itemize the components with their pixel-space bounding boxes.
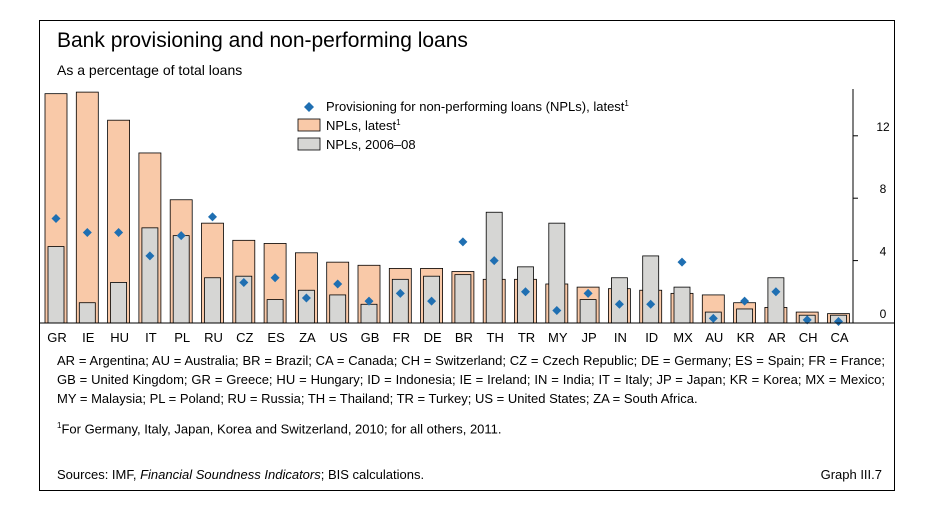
- bar-npl-2006-08: [736, 308, 753, 324]
- y-tick-label: 8: [880, 182, 887, 196]
- provisioning-marker: [176, 231, 186, 241]
- provisioning-marker: [301, 293, 311, 303]
- provisioning-marker: [395, 288, 405, 298]
- x-tick-label: ES: [267, 330, 285, 345]
- provisioning-marker: [583, 288, 593, 298]
- x-tick-label: MX: [673, 330, 693, 345]
- provisioning-marker: [614, 299, 624, 309]
- x-tick-label: GR: [47, 330, 67, 345]
- legend-npl-2006-08-label: NPLs, 2006–08: [326, 137, 416, 152]
- plot-area: [40, 89, 853, 323]
- y-tick-label: 12: [876, 120, 890, 134]
- provisioning-marker: [364, 296, 374, 306]
- footnote-mark: 1: [57, 421, 62, 430]
- provisioning-marker: [771, 287, 781, 297]
- x-tick-label: CA: [830, 330, 848, 345]
- bar-npl-2006-08: [391, 278, 409, 324]
- legend-npl-2006-08-swatch: [297, 137, 321, 151]
- legend-footnote-mark: 1: [624, 99, 629, 108]
- bar-npl-2006-08: [172, 235, 190, 324]
- provisioning-marker: [802, 315, 812, 325]
- bar-npl-2006-08: [642, 255, 660, 324]
- y-tick-label: 4: [880, 245, 887, 259]
- y-tick-label: 0: [880, 307, 887, 321]
- provisioning-marker: [333, 279, 343, 289]
- x-tick-label: IT: [145, 330, 157, 345]
- x-tick-label: BR: [455, 330, 473, 345]
- x-tick-label: ID: [645, 330, 658, 345]
- x-tick-label: PL: [174, 330, 190, 345]
- provisioning-marker: [521, 287, 530, 297]
- footnote: 1For Germany, Italy, Japan, Korea and Sw…: [57, 416, 885, 438]
- provisioning-marker: [489, 256, 499, 266]
- provisioning-marker: [458, 237, 468, 247]
- provisioning-marker: [114, 228, 124, 238]
- x-tick-label: JP: [582, 330, 597, 345]
- provisioning-marker: [834, 316, 843, 326]
- x-tick-label: MY: [548, 330, 568, 345]
- abbreviations-note: AR = Argentina; AU = Australia; BR = Bra…: [57, 353, 885, 406]
- legend-provisioning-marker: [304, 102, 314, 112]
- sources-italic: Financial Soundness Indicators: [140, 467, 321, 482]
- provisioning-marker: [740, 296, 750, 306]
- bar-npl-2006-08: [329, 294, 347, 324]
- x-tick-label: IN: [614, 330, 627, 345]
- legend-footnote-mark: 1: [396, 118, 401, 127]
- bar-npl-2006-08: [141, 227, 159, 324]
- chart-frame: Bank provisioning and non-performing loa…: [39, 20, 895, 491]
- bar-npl-2006-08: [110, 282, 127, 324]
- x-tick-label: TR: [518, 330, 535, 345]
- bar-npl-2006-08: [767, 277, 785, 324]
- provisioning-marker: [646, 299, 656, 309]
- x-tick-label: CZ: [236, 330, 253, 345]
- graph-id: Graph III.7: [820, 467, 882, 482]
- x-tick-label: RU: [204, 330, 223, 345]
- bar-npl-2006-08: [673, 286, 691, 324]
- provisioning-marker: [51, 213, 61, 223]
- x-tick-label: TH: [487, 330, 504, 345]
- chart-subtitle: As a percentage of total loans: [57, 62, 243, 78]
- footnote-text: For Germany, Italy, Japan, Korea and Swi…: [61, 421, 502, 437]
- bar-npl-2006-08: [454, 274, 472, 324]
- x-tick-label: AR: [768, 330, 786, 345]
- legend-provisioning-label: Provisioning for non-performing loans (N…: [326, 99, 629, 114]
- bar-npl-2006-08: [47, 246, 65, 324]
- sources-row: Sources: IMF, Financial Soundness Indica…: [57, 467, 882, 482]
- provisioning-marker: [208, 212, 217, 222]
- x-tick-label: US: [330, 330, 348, 345]
- x-tick-label: GB: [361, 330, 380, 345]
- x-tick-label: HU: [110, 330, 129, 345]
- x-tick-label: ZA: [299, 330, 316, 345]
- chart-header: Bank provisioning and non-performing loa…: [40, 21, 894, 89]
- bar-npl-2006-08: [360, 303, 378, 324]
- sources-suffix: ; BIS calculations.: [320, 467, 425, 482]
- provisioning-marker: [552, 306, 562, 316]
- chart-notes: AR = Argentina; AU = Australia; BR = Bra…: [57, 351, 885, 438]
- x-tick-label: FR: [393, 330, 410, 345]
- bar-npl-2006-08: [485, 211, 503, 324]
- x-tick-label: IE: [82, 330, 95, 345]
- provisioning-marker: [145, 251, 155, 261]
- bar-npl-2006-08: [266, 299, 284, 324]
- provisioning-marker: [239, 277, 249, 287]
- provisioning-marker: [270, 273, 280, 283]
- legend-npl-latest-label: NPLs, latest1: [326, 118, 401, 133]
- provisioning-marker: [82, 228, 92, 238]
- provisioning-marker: [708, 313, 718, 323]
- provisioning-marker: [677, 257, 687, 267]
- sources-prefix: Sources: IMF,: [57, 467, 141, 482]
- x-tick-label: CH: [799, 330, 818, 345]
- x-tick-label: DE: [424, 330, 442, 345]
- bar-npl-latest: [75, 91, 99, 324]
- provisioning-marker: [427, 296, 437, 306]
- bar-npl-2006-08: [204, 277, 221, 324]
- x-tick-label: KR: [737, 330, 755, 345]
- x-tick-label: AU: [705, 330, 723, 345]
- chart-title: Bank provisioning and non-performing loa…: [57, 29, 468, 52]
- legend-npl-latest-swatch: [297, 118, 321, 132]
- bar-npl-2006-08: [78, 302, 96, 324]
- bar-chart: GR IE HU IT PL RU CZ ES ZA US GB FR DE BR TH TR MY JP IN ID…: [40, 89, 894, 345]
- bar-npl-2006-08: [579, 299, 597, 324]
